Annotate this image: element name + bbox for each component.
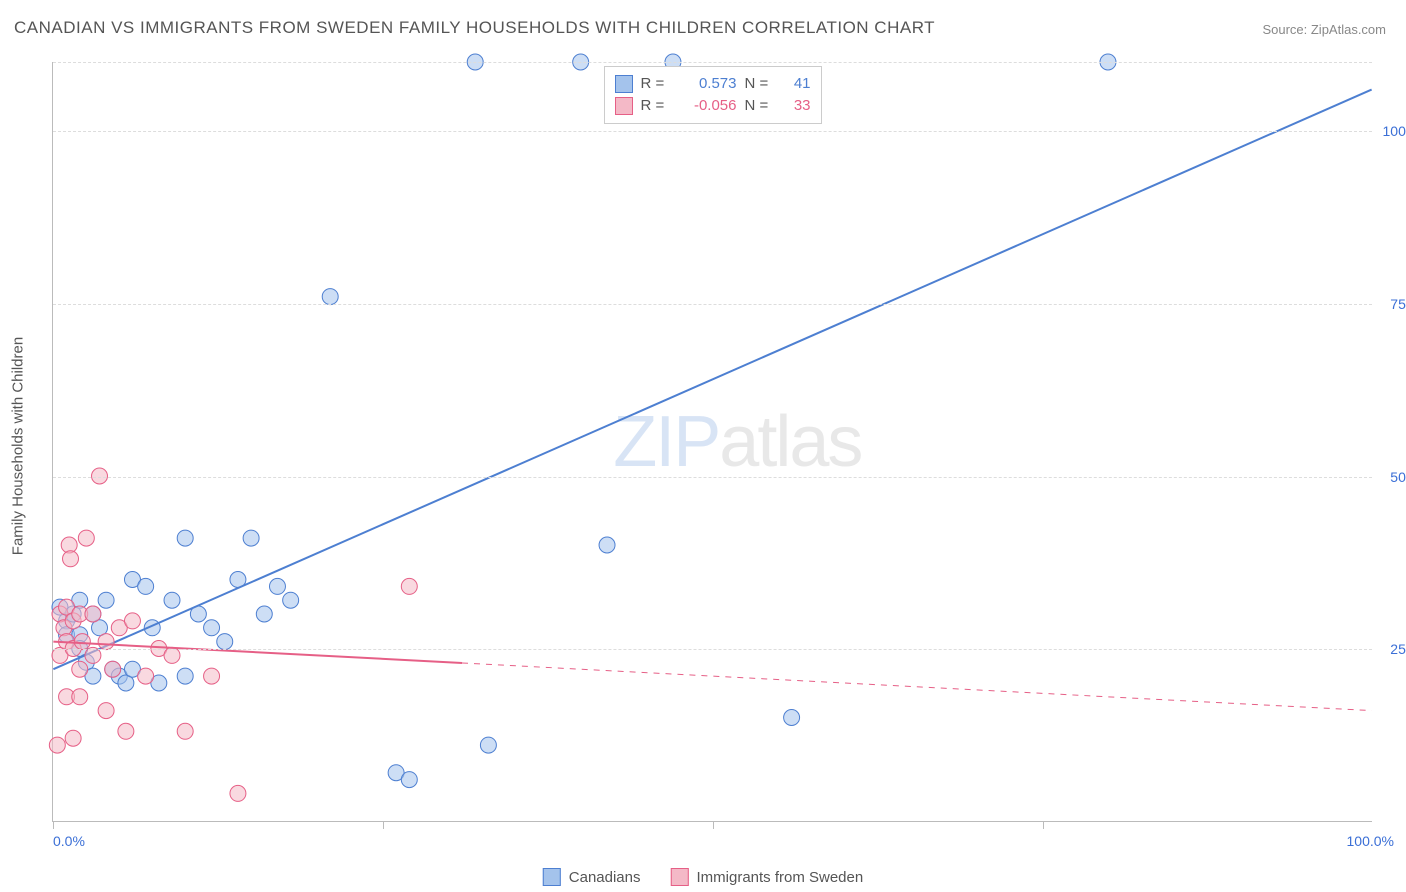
scatter-point (269, 578, 285, 594)
scatter-point (164, 592, 180, 608)
scatter-point (401, 772, 417, 788)
r-value: -0.056 (677, 95, 737, 117)
scatter-point (74, 634, 90, 650)
gridline (53, 649, 1372, 650)
trend-line (53, 642, 462, 663)
scatter-point (480, 737, 496, 753)
scatter-point (124, 613, 140, 629)
r-value: 0.573 (677, 73, 737, 95)
n-label: N = (745, 95, 773, 117)
scatter-point (256, 606, 272, 622)
scatter-point (49, 737, 65, 753)
legend-swatch (543, 868, 561, 886)
scatter-point (63, 551, 79, 567)
scatter-point (204, 620, 220, 636)
trend-line-extrapolated (462, 663, 1372, 711)
gridline (53, 477, 1372, 478)
scatter-point (98, 703, 114, 719)
stat-row: R = -0.056 N = 33 (615, 95, 811, 117)
source-attribution: Source: ZipAtlas.com (1262, 22, 1386, 37)
scatter-point (204, 668, 220, 684)
x-tick (383, 821, 384, 829)
scatter-point (105, 661, 121, 677)
scatter-point (401, 578, 417, 594)
n-value: 33 (781, 95, 811, 117)
y-tick-label: 100.0% (1383, 123, 1406, 139)
n-label: N = (745, 73, 773, 95)
plot-svg (53, 62, 1372, 821)
plot-area: ZIPatlas R =0.573N =41R =-0.056N =33 0.0… (52, 62, 1372, 822)
y-tick-label: 25.0% (1390, 641, 1406, 657)
scatter-point (72, 689, 88, 705)
y-tick-label: 50.0% (1390, 469, 1406, 485)
legend-label: Canadians (569, 869, 641, 886)
scatter-point (118, 723, 134, 739)
legend-swatch (615, 97, 633, 115)
x-tick (1043, 821, 1044, 829)
x-tick (713, 821, 714, 829)
scatter-point (322, 289, 338, 305)
y-tick-label: 75.0% (1390, 296, 1406, 312)
scatter-point (85, 606, 101, 622)
legend-item: Canadians (543, 868, 641, 886)
legend-item: Immigrants from Sweden (670, 868, 863, 886)
source-label: Source: (1262, 22, 1310, 37)
stat-row: R = 0.573 N = 41 (615, 73, 811, 95)
legend-label: Immigrants from Sweden (696, 869, 863, 886)
scatter-point (283, 592, 299, 608)
gridline (53, 62, 1372, 63)
legend-swatch (615, 75, 633, 93)
gridline (53, 304, 1372, 305)
x-axis-min-label: 0.0% (53, 833, 85, 849)
scatter-point (217, 634, 233, 650)
x-tick (53, 821, 54, 829)
scatter-point (138, 578, 154, 594)
scatter-point (98, 634, 114, 650)
r-label: R = (641, 95, 669, 117)
scatter-point (138, 668, 154, 684)
scatter-point (177, 530, 193, 546)
scatter-point (98, 592, 114, 608)
scatter-point (243, 530, 259, 546)
source-link[interactable]: ZipAtlas.com (1311, 22, 1386, 37)
y-axis-label: Family Households with Children (10, 337, 27, 555)
chart-title: CANADIAN VS IMMIGRANTS FROM SWEDEN FAMIL… (14, 18, 935, 38)
scatter-point (230, 785, 246, 801)
r-label: R = (641, 73, 669, 95)
scatter-point (72, 661, 88, 677)
trend-line (53, 90, 1371, 670)
scatter-point (78, 530, 94, 546)
scatter-point (599, 537, 615, 553)
gridline (53, 131, 1372, 132)
n-value: 41 (781, 73, 811, 95)
scatter-point (65, 730, 81, 746)
correlation-stats-box: R = 0.573 N = 41 R = -0.056 N = 33 (604, 66, 822, 124)
legend: Canadians Immigrants from Sweden (543, 868, 863, 886)
scatter-point (177, 723, 193, 739)
scatter-point (177, 668, 193, 684)
scatter-point (784, 710, 800, 726)
legend-swatch (670, 868, 688, 886)
x-axis-max-label: 100.0% (1347, 833, 1394, 849)
